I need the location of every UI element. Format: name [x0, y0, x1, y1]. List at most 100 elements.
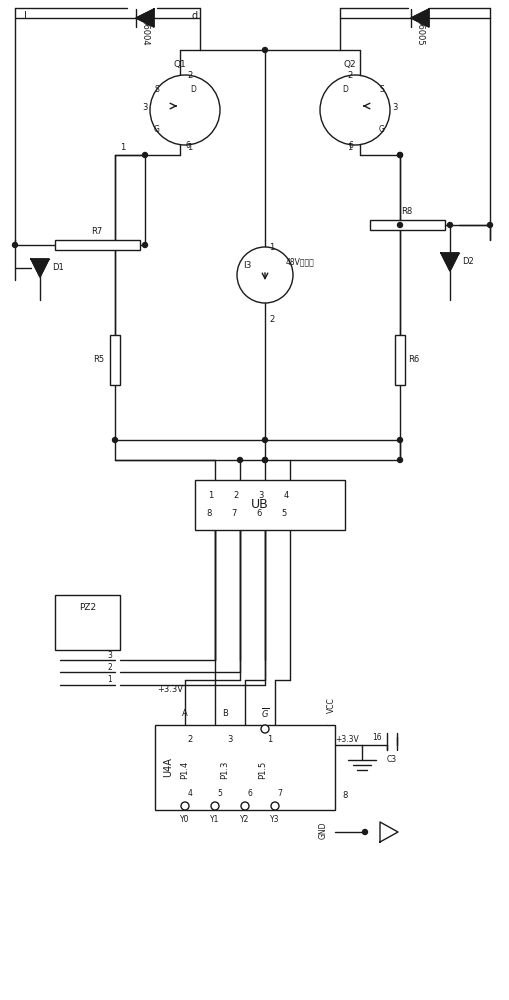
Circle shape	[237, 247, 293, 303]
Bar	[110, 335, 120, 385]
Text: 3: 3	[228, 734, 233, 744]
Text: 5: 5	[281, 510, 287, 518]
Text: 3: 3	[107, 650, 112, 660]
Circle shape	[261, 725, 269, 733]
Circle shape	[13, 242, 17, 247]
Text: PZ2: PZ2	[79, 602, 96, 611]
Text: 4: 4	[284, 491, 289, 500]
Circle shape	[447, 223, 453, 228]
Circle shape	[143, 242, 148, 247]
Text: G: G	[154, 125, 160, 134]
Circle shape	[238, 458, 242, 462]
Bar	[55, 595, 120, 650]
Circle shape	[143, 152, 148, 157]
Circle shape	[263, 47, 268, 52]
Text: +3.3V: +3.3V	[157, 686, 183, 694]
Text: UB: UB	[251, 498, 269, 512]
Bar	[395, 335, 405, 385]
Text: 3: 3	[258, 491, 264, 500]
Text: Y3: Y3	[270, 816, 280, 824]
Text: 6: 6	[257, 510, 262, 518]
Circle shape	[150, 75, 220, 145]
Text: D: D	[190, 86, 196, 95]
Circle shape	[488, 223, 493, 228]
Text: +3.3V: +3.3V	[335, 736, 359, 744]
Text: 1: 1	[107, 676, 112, 684]
Text: B: B	[222, 708, 228, 718]
Text: Y0: Y0	[180, 816, 190, 824]
Bar	[55, 240, 140, 250]
Text: 2: 2	[233, 491, 239, 500]
Text: Y2: Y2	[240, 816, 250, 824]
Text: Q2: Q2	[344, 60, 356, 70]
Text: 3: 3	[143, 104, 148, 112]
Text: R5: R5	[94, 356, 104, 364]
Text: D6004: D6004	[140, 18, 150, 46]
Text: 6: 6	[349, 140, 353, 149]
Text: 7: 7	[277, 790, 282, 798]
Text: 3: 3	[392, 104, 398, 112]
Circle shape	[398, 223, 403, 228]
Text: R6: R6	[408, 356, 419, 364]
Circle shape	[112, 438, 118, 442]
Text: $\overline{G}$: $\overline{G}$	[261, 706, 269, 720]
Text: D2: D2	[462, 257, 474, 266]
Circle shape	[362, 830, 367, 834]
Text: 8: 8	[343, 792, 348, 800]
Text: Q1: Q1	[174, 60, 186, 70]
Circle shape	[263, 458, 268, 462]
Text: S: S	[155, 86, 159, 95]
Text: D6005: D6005	[415, 18, 425, 46]
Bar	[370, 220, 445, 230]
Polygon shape	[136, 9, 154, 27]
Text: D: D	[342, 86, 348, 95]
Text: 16: 16	[372, 732, 382, 742]
Text: d: d	[192, 11, 198, 21]
Text: 7: 7	[231, 510, 237, 518]
Text: C3: C3	[387, 756, 397, 764]
Circle shape	[398, 438, 403, 442]
Text: U4A: U4A	[163, 758, 173, 777]
Bar	[195, 480, 345, 530]
Text: 5: 5	[217, 790, 222, 798]
Polygon shape	[441, 253, 459, 271]
Text: I3: I3	[243, 260, 251, 269]
Text: 2: 2	[347, 70, 353, 80]
Text: 8: 8	[206, 510, 212, 518]
Text: VCC: VCC	[326, 697, 335, 713]
Text: D1: D1	[52, 263, 64, 272]
Text: 1: 1	[208, 491, 214, 500]
Text: 1: 1	[267, 734, 273, 744]
Text: 2: 2	[107, 662, 112, 672]
Text: Y1: Y1	[210, 816, 220, 824]
Text: P1.4: P1.4	[181, 761, 189, 779]
Text: P1.5: P1.5	[259, 761, 268, 779]
Circle shape	[263, 438, 268, 442]
Circle shape	[263, 458, 268, 462]
Text: A: A	[182, 708, 188, 718]
Text: GND: GND	[319, 821, 327, 839]
Text: 1: 1	[347, 143, 353, 152]
Circle shape	[398, 152, 403, 157]
Text: G: G	[379, 125, 385, 134]
Text: I: I	[23, 11, 26, 21]
Text: 6: 6	[247, 790, 252, 798]
Circle shape	[398, 458, 403, 462]
Text: S: S	[380, 86, 384, 95]
Circle shape	[320, 75, 390, 145]
Circle shape	[271, 802, 279, 810]
Text: 6: 6	[186, 140, 190, 149]
Text: 1: 1	[120, 143, 126, 152]
Text: 2: 2	[269, 316, 275, 324]
Text: P1.3: P1.3	[220, 761, 230, 779]
Text: R8: R8	[402, 208, 413, 217]
Text: 2: 2	[187, 734, 192, 744]
Circle shape	[398, 152, 403, 157]
Circle shape	[181, 802, 189, 810]
Text: 1: 1	[187, 143, 192, 152]
Polygon shape	[411, 9, 429, 27]
Text: R7: R7	[92, 228, 103, 236]
Text: 4: 4	[187, 790, 192, 798]
Text: 1: 1	[269, 243, 275, 252]
Text: 2: 2	[187, 70, 192, 80]
